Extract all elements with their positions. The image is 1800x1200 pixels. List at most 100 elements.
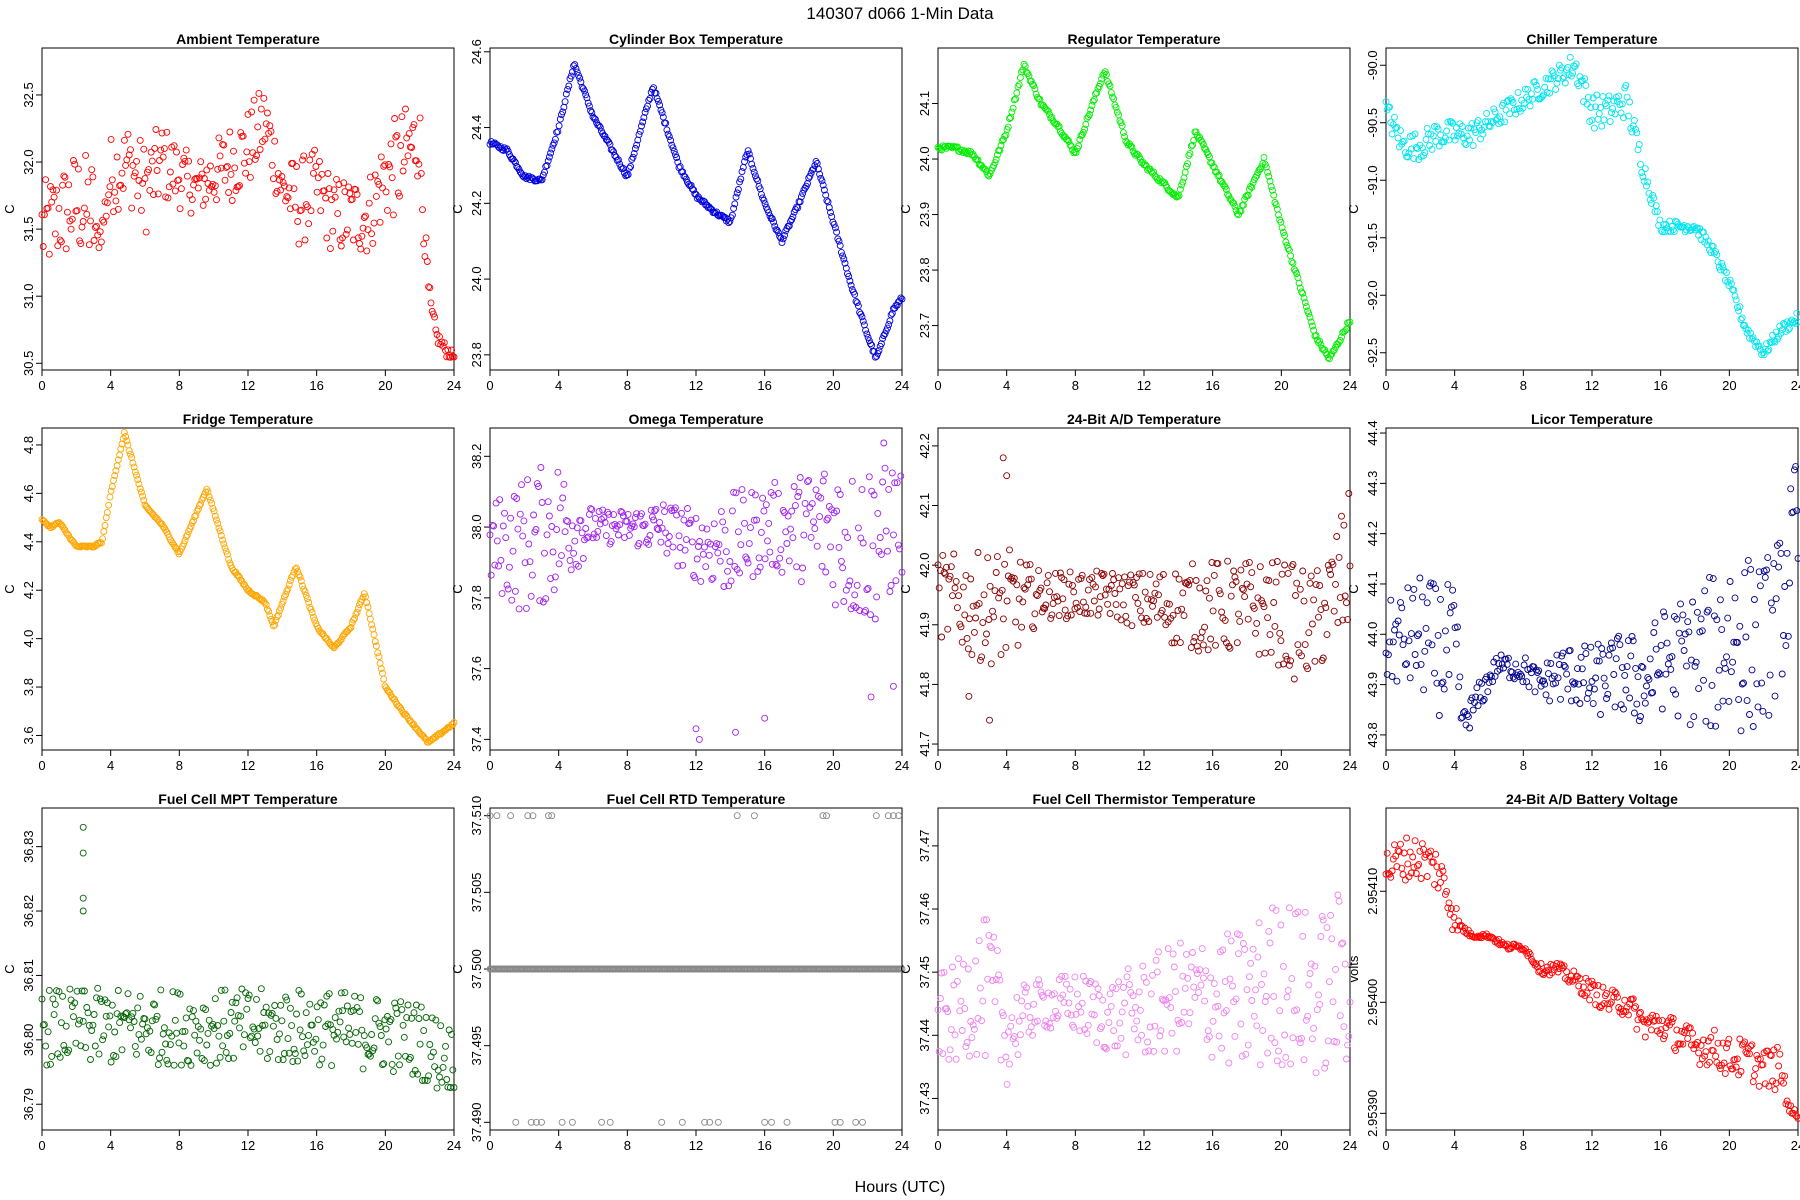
data-point bbox=[284, 194, 292, 202]
data-point bbox=[1242, 1050, 1250, 1058]
data-point bbox=[812, 486, 820, 494]
data-point bbox=[768, 215, 776, 223]
outlier-point bbox=[695, 735, 703, 743]
data-point bbox=[294, 567, 302, 575]
data-point bbox=[382, 188, 390, 196]
data-point bbox=[1056, 128, 1064, 135]
data-point bbox=[242, 989, 250, 997]
x-tick-label: 12 bbox=[689, 1138, 703, 1153]
data-point bbox=[1610, 97, 1618, 105]
data-point bbox=[99, 1036, 107, 1044]
data-point bbox=[810, 165, 817, 173]
data-point bbox=[528, 571, 536, 579]
data-point bbox=[337, 242, 345, 250]
data-point bbox=[1599, 650, 1607, 658]
data-point bbox=[981, 1052, 989, 1059]
outlier-point bbox=[884, 812, 892, 820]
y-axis-label: C bbox=[2, 204, 17, 213]
data-point bbox=[1517, 670, 1524, 678]
data-point bbox=[1428, 145, 1436, 153]
data-point bbox=[1546, 89, 1554, 97]
data-point bbox=[950, 981, 958, 989]
y-tick-label: 37.47 bbox=[917, 830, 932, 863]
y-axis-label: volts bbox=[1346, 955, 1361, 982]
data-point bbox=[607, 538, 615, 546]
data-point bbox=[1132, 593, 1139, 601]
data-point bbox=[975, 937, 983, 945]
data-point bbox=[510, 157, 518, 165]
data-point bbox=[370, 1044, 378, 1052]
data-point bbox=[1455, 683, 1463, 691]
data-point bbox=[156, 157, 163, 164]
data-point bbox=[1338, 512, 1345, 520]
data-point bbox=[56, 236, 64, 244]
data-point bbox=[440, 1054, 448, 1062]
data-point bbox=[1429, 132, 1437, 140]
data-point bbox=[829, 581, 837, 589]
data-point bbox=[692, 190, 700, 198]
data-point bbox=[419, 1077, 426, 1084]
data-point bbox=[228, 998, 236, 1006]
data-point bbox=[96, 228, 104, 236]
data-point bbox=[334, 1028, 342, 1036]
data-point bbox=[573, 524, 581, 532]
data-point bbox=[1387, 873, 1395, 881]
data-point bbox=[1266, 631, 1274, 639]
data-point bbox=[936, 567, 944, 575]
data-point bbox=[1199, 974, 1207, 982]
x-tick-label: 16 bbox=[1205, 1138, 1219, 1153]
data-point bbox=[1106, 990, 1114, 998]
data-point bbox=[1344, 616, 1352, 624]
y-tick-label: 37.6 bbox=[469, 656, 484, 681]
data-point bbox=[1471, 126, 1478, 134]
data-point bbox=[328, 196, 336, 204]
data-point bbox=[1248, 997, 1256, 1004]
data-point bbox=[1679, 1040, 1687, 1048]
data-point bbox=[522, 604, 530, 612]
data-point bbox=[1532, 960, 1540, 968]
data-point bbox=[1064, 1010, 1072, 1017]
data-point bbox=[170, 1061, 178, 1069]
data-point bbox=[1224, 557, 1232, 565]
data-point bbox=[308, 150, 316, 158]
data-point bbox=[765, 209, 773, 217]
data-point bbox=[1540, 677, 1547, 685]
y-tick-label: 38.2 bbox=[469, 444, 484, 469]
data-point bbox=[276, 176, 283, 184]
data-point bbox=[588, 506, 596, 514]
data-point bbox=[1411, 651, 1419, 658]
data-point bbox=[797, 578, 805, 586]
data-point bbox=[1405, 637, 1413, 645]
data-point bbox=[509, 547, 517, 555]
data-point bbox=[1284, 986, 1292, 994]
data-point bbox=[1464, 713, 1472, 721]
data-point bbox=[1038, 608, 1046, 616]
data-point bbox=[120, 428, 128, 436]
data-point bbox=[995, 971, 1003, 979]
data-point bbox=[1720, 659, 1728, 667]
data-point bbox=[564, 517, 572, 525]
data-point bbox=[84, 1009, 92, 1017]
data-point bbox=[429, 1048, 437, 1056]
data-point bbox=[336, 1018, 344, 1026]
data-point bbox=[1630, 1004, 1638, 1012]
data-point bbox=[887, 581, 895, 589]
data-point bbox=[1201, 145, 1209, 152]
data-point bbox=[273, 613, 281, 621]
data-point bbox=[408, 1014, 416, 1022]
data-point bbox=[1433, 863, 1441, 871]
data-point bbox=[490, 140, 498, 148]
data-point bbox=[693, 555, 701, 563]
outlier-point bbox=[895, 812, 903, 820]
x-tick-label: 16 bbox=[757, 378, 771, 393]
x-tick-label: 0 bbox=[934, 1138, 941, 1153]
outlier-point bbox=[486, 812, 494, 820]
data-point bbox=[1264, 614, 1272, 622]
data-point bbox=[1700, 676, 1707, 684]
panel-title: Ambient Temperature bbox=[176, 31, 320, 47]
data-point bbox=[1460, 709, 1468, 717]
data-point bbox=[1778, 670, 1786, 678]
data-point bbox=[1332, 580, 1339, 588]
data-point bbox=[1023, 68, 1030, 76]
data-point bbox=[1010, 1033, 1018, 1040]
